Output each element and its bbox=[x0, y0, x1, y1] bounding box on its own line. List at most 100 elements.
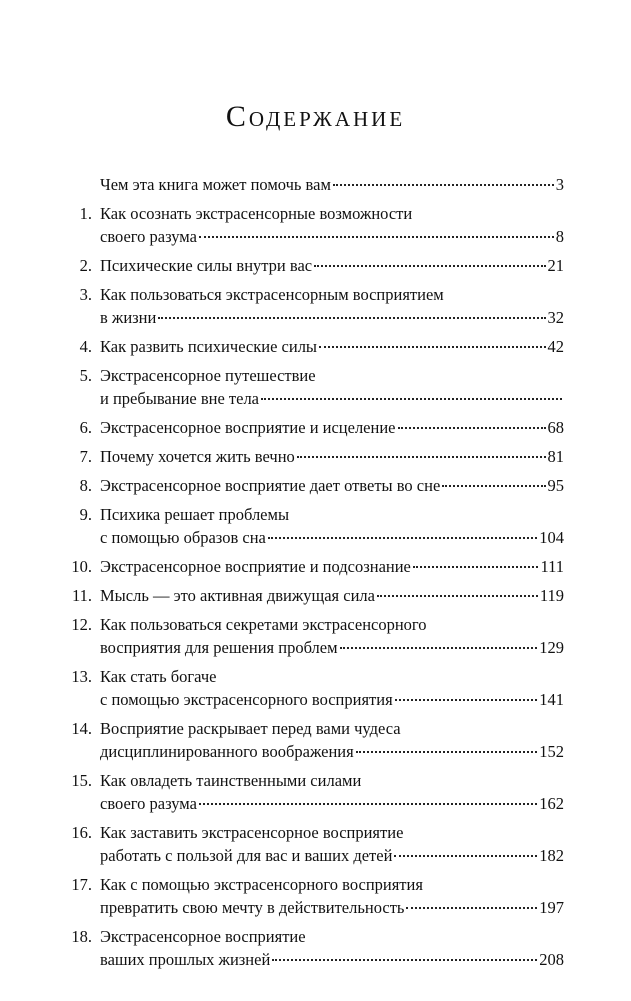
entry-number: 15. bbox=[71, 771, 92, 790]
dot-leader bbox=[442, 485, 546, 487]
toc-entry: 14. Восприятие раскрывает перед вами чуде… bbox=[60, 717, 564, 763]
entry-last-line: и пребывание вне тела bbox=[100, 387, 564, 410]
page-number: 111 bbox=[540, 557, 564, 576]
entry-last-line: дисциплинированного воображения 152 bbox=[100, 740, 564, 763]
entry-last-line: своего разума 8 bbox=[100, 225, 564, 248]
toc-entry: 5. Экстрасенсорное путешествие и пребывани… bbox=[60, 364, 564, 410]
page-number: 8 bbox=[555, 227, 564, 246]
entry-body: Как пользоваться экстрасенсорным восприя… bbox=[100, 283, 564, 329]
toc-entry: 17. Как с помощью экстрасенсорного воспри… bbox=[60, 873, 564, 919]
entry-number: 12. bbox=[71, 615, 92, 634]
entry-last-line: превратить свою мечту в действительность… bbox=[100, 896, 564, 919]
page-number: 81 bbox=[547, 447, 565, 466]
dot-leader bbox=[376, 595, 538, 597]
entry-last-line: Как развить психические силы 42 bbox=[100, 335, 564, 358]
toc-entry: 12. Как пользоваться секретами экстрасенс… bbox=[60, 613, 564, 659]
entry-number: 5. bbox=[79, 366, 92, 385]
toc-entry: 1. Как осознать экстрасенсорные возможнос… bbox=[60, 202, 564, 248]
dot-leader bbox=[296, 456, 546, 458]
entry-number: 4. bbox=[79, 337, 92, 356]
page-number: 68 bbox=[547, 418, 565, 437]
toc-entry: 9. Психика решает проблемы с помощью образ… bbox=[60, 503, 564, 549]
dot-leader bbox=[394, 855, 538, 857]
entry-title-line: и пребывание вне тела bbox=[100, 389, 260, 408]
page-number: 129 bbox=[539, 638, 564, 657]
entry-title-line: Восприятие раскрывает перед вами чудеса bbox=[100, 719, 401, 738]
toc-entry: 4. Как развить психические силы 42 bbox=[60, 335, 564, 358]
page-number: 152 bbox=[539, 742, 564, 761]
page-number: 141 bbox=[539, 690, 564, 709]
entry-title-line: Экстрасенсорное восприятие дает ответы в… bbox=[100, 476, 441, 495]
toc-title: Содержание bbox=[225, 100, 406, 133]
toc-entry: 3. Как пользоваться экстрасенсорным воспр… bbox=[60, 283, 564, 329]
toc-entry: Чем эта книга может помочь вам 3 bbox=[60, 173, 564, 196]
entry-last-line: работать с пользой для вас и ваших детей… bbox=[100, 844, 564, 867]
entry-body: Восприятие раскрывает перед вами чудеса д… bbox=[100, 717, 564, 763]
toc-entry: 13. Как стать богаче с помощью экстрасенсо… bbox=[60, 665, 564, 711]
entry-title-line: превратить свою мечту в действительность bbox=[100, 898, 405, 917]
entry-title-line: Как пользоваться экстрасенсорным восприя… bbox=[100, 285, 444, 304]
entry-body: Чем эта книга может помочь вам 3 bbox=[100, 173, 564, 196]
page-number: 197 bbox=[539, 898, 564, 917]
dot-leader bbox=[397, 427, 546, 429]
entry-title-line: с помощью образов сна bbox=[100, 528, 266, 547]
dot-leader bbox=[314, 265, 546, 267]
entry-title-line: ваших прошлых жизней bbox=[100, 950, 271, 969]
entry-number: 8. bbox=[79, 476, 92, 495]
entry-number: 7. bbox=[79, 447, 92, 466]
entry-body: Психические силы внутри вас 21 bbox=[100, 254, 564, 277]
entry-last-line: Психические силы внутри вас 21 bbox=[100, 254, 564, 277]
entry-body: Как овладеть таинственными силами своего … bbox=[100, 769, 564, 815]
toc-entry: 18. Экстрасенсорное восприятие ваших прошл… bbox=[60, 925, 564, 971]
entry-title-line: восприятия для решения проблем bbox=[100, 638, 338, 657]
entry-last-line: с помощью экстрасенсорного восприятия 141 bbox=[100, 688, 564, 711]
entry-body: Экстрасенсорное восприятие ваших прошлых … bbox=[100, 925, 564, 971]
dot-leader bbox=[394, 699, 538, 701]
entry-number: 16. bbox=[71, 823, 92, 842]
entry-title-line: с помощью экстрасенсорного восприятия bbox=[100, 690, 393, 709]
entry-title-line: Мысль — это активная движущая сила bbox=[100, 586, 375, 605]
toc-list: Чем эта книга может помочь вам 3 1. Как осо… bbox=[60, 173, 564, 977]
page-number: 3 bbox=[555, 175, 564, 194]
entry-number: 13. bbox=[71, 667, 92, 686]
page-number: 162 bbox=[539, 794, 564, 813]
entry-body: Экстрасенсорное путешествие и пребывание … bbox=[100, 364, 564, 410]
entry-last-line: Чем эта книга может помочь вам 3 bbox=[100, 173, 564, 196]
toc-entry: 2. Психические силы внутри вас 21 bbox=[60, 254, 564, 277]
entry-last-line: Почему хочется жить вечно 81 bbox=[100, 445, 564, 468]
entry-body: Психика решает проблемы с помощью образов… bbox=[100, 503, 564, 549]
entry-title-line: своего разума bbox=[100, 794, 197, 813]
entry-body: Экстрасенсорное восприятие и исцеление 68 bbox=[100, 416, 564, 439]
entry-number: 3. bbox=[79, 285, 92, 304]
entry-number: 11. bbox=[71, 586, 92, 605]
toc-entry: 7. Почему хочется жить вечно 81 bbox=[60, 445, 564, 468]
toc-entry: 6. Экстрасенсорное восприятие и исцеление… bbox=[60, 416, 564, 439]
entry-title-line: дисциплинированного воображения bbox=[100, 742, 354, 761]
entry-number: 10. bbox=[71, 557, 92, 576]
entry-title-line: работать с пользой для вас и ваших детей bbox=[100, 846, 393, 865]
entry-title-line: Как развить психические силы bbox=[100, 337, 318, 356]
entry-last-line: в жизни 32 bbox=[100, 306, 564, 329]
entry-body: Как осознать экстрасенсорные возможности… bbox=[100, 202, 564, 248]
entry-body: Как с помощью экстрасенсорного восприяти… bbox=[100, 873, 564, 919]
entry-title-line: в жизни bbox=[100, 308, 157, 327]
entry-last-line: Экстрасенсорное восприятие дает ответы в… bbox=[100, 474, 564, 497]
entry-number: 2. bbox=[79, 256, 92, 275]
toc-entry: 15. Как овладеть таинственными силами свое… bbox=[60, 769, 564, 815]
entry-body: Как пользоваться секретами экстрасенсорн… bbox=[100, 613, 564, 659]
dot-leader bbox=[355, 751, 538, 753]
entry-number: 18. bbox=[71, 927, 92, 946]
entry-last-line: Экстрасенсорное восприятие и исцеление 68 bbox=[100, 416, 564, 439]
entry-title-line: Психические силы внутри вас bbox=[100, 256, 313, 275]
toc-entry: 16. Как заставить экстрасенсорное восприя… bbox=[60, 821, 564, 867]
dot-leader bbox=[319, 346, 546, 348]
page-number: 32 bbox=[547, 308, 565, 327]
entry-body: Почему хочется жить вечно 81 bbox=[100, 445, 564, 468]
entry-number: 17. bbox=[71, 875, 92, 894]
entry-last-line: Экстрасенсорное восприятие и подсознание… bbox=[100, 555, 564, 578]
entry-body: Экстрасенсорное восприятие и подсознание… bbox=[100, 555, 564, 578]
entry-last-line: восприятия для решения проблем 129 bbox=[100, 636, 564, 659]
entry-title-line: Экстрасенсорное восприятие и подсознание bbox=[100, 557, 411, 576]
entry-title-line: своего разума bbox=[100, 227, 197, 246]
